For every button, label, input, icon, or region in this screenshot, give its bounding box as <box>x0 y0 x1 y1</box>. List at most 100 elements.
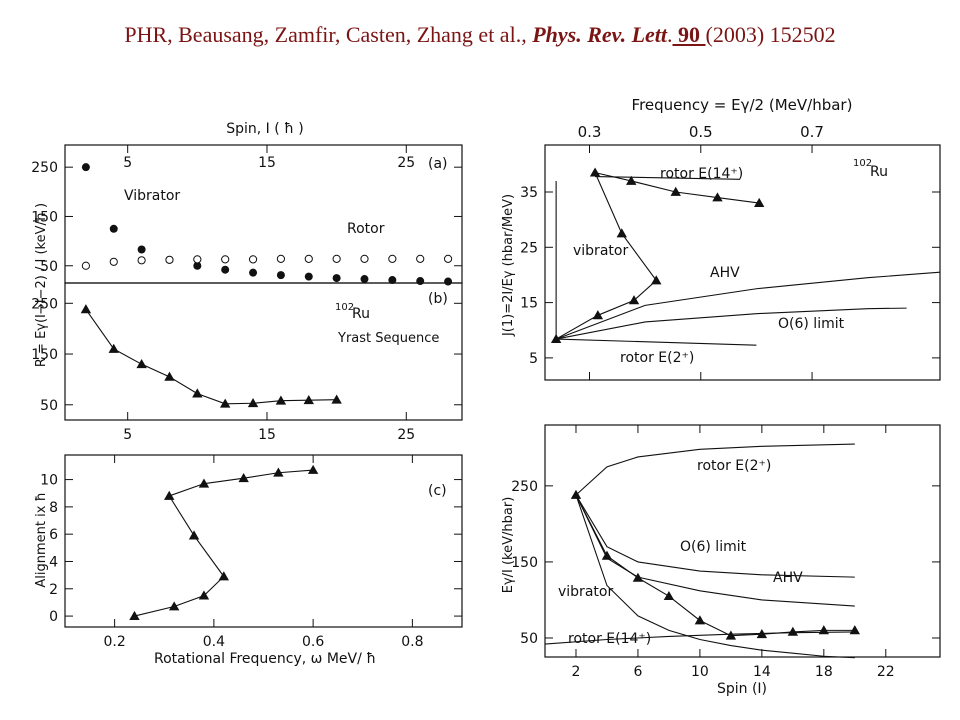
panel-a-point-rotor <box>193 255 202 264</box>
panel-b-ytick-label: 50 <box>40 398 58 414</box>
panel-d-frame <box>544 144 941 381</box>
panel-d-o6-label: O(6) limit <box>778 316 845 332</box>
panel-c-ytick-label: 0 <box>49 609 58 625</box>
panel-e-ahv-label: AHV <box>773 570 803 586</box>
panel-a-point-rotor <box>360 254 369 263</box>
panel-d-point-data <box>592 310 604 320</box>
panel-e-point-data <box>787 626 799 636</box>
panel-e-point-data <box>818 625 830 635</box>
panel-b-frame <box>64 282 463 421</box>
panel-b-point-data <box>192 388 203 398</box>
panel-d-mass-number: 102 <box>853 158 872 169</box>
panel-e-line-vibrator <box>575 494 855 659</box>
panel-d-point-data <box>628 295 640 305</box>
panel-d-point-data <box>616 228 627 238</box>
panel-b-xtick-label: 25 <box>397 427 415 443</box>
panel-e-frame <box>544 424 941 658</box>
citation-authors: PHR, Beausang, Zamfir, Casten, Zhang et … <box>124 22 527 47</box>
panel-e-line-rotor-e-14- <box>544 631 855 645</box>
panel-d-xtick-label: 0.5 <box>689 123 713 141</box>
panel-a-point-vibrator <box>81 163 90 172</box>
panel-a-point-rotor <box>276 254 286 263</box>
panel-c-ytick-label: 6 <box>49 527 58 543</box>
panel-e-ytick-label: 250 <box>511 479 538 495</box>
panel-d-ytick-label: 25 <box>520 240 538 256</box>
panel-c-point-data <box>198 478 210 488</box>
panel-a-point-vibrator <box>193 261 202 270</box>
panel-d-top-axis-label: Frequency = Eγ/2 (MeV/hbar) <box>632 96 853 114</box>
panel-a-point-vibrator <box>444 277 453 286</box>
panel-e-xtick-label: 6 <box>633 664 642 680</box>
panel-b-xtick-label: 5 <box>123 427 132 443</box>
panel-c-xtick-label: 0.6 <box>302 634 324 650</box>
panel-e-xtick-label: 18 <box>815 664 833 680</box>
panel-a-point-vibrator <box>249 268 258 277</box>
panel-d-line-o-6-limit <box>556 307 907 340</box>
panel-c-y-axis-label: Alignment ix ħ <box>34 492 49 587</box>
citation-volume: 90 <box>672 22 706 47</box>
panel-e-point-data <box>725 630 737 640</box>
panel-e-line-ahv <box>575 494 855 607</box>
panel-e-vibrator-label: vibrator <box>558 584 613 600</box>
panel-a-point-vibrator <box>416 277 425 286</box>
panel-a-point-vibrator <box>388 276 397 285</box>
panel-a-rotor-label: Rotor <box>347 221 385 237</box>
panel-a-vibrator-label: Vibrator <box>124 188 180 204</box>
panel-a-xtick-label: 25 <box>397 155 415 171</box>
panel-b-point-data <box>303 395 314 405</box>
panel-e-rotor2-label: rotor E(2⁺) <box>697 458 771 474</box>
panel-a-point-rotor <box>332 254 341 263</box>
panel-d-ytick-label: 15 <box>520 296 538 312</box>
panel-c-point-data <box>164 490 175 500</box>
panel-a-point-vibrator <box>221 265 230 274</box>
panel-a-point-vibrator <box>360 275 369 284</box>
panel-e-xtick-label: 10 <box>691 664 709 680</box>
slide-title: PHR, Beausang, Zamfir, Casten, Zhang et … <box>0 22 960 48</box>
citation-year-page: (2003) 152502 <box>705 22 836 47</box>
panel-a-point-rotor <box>304 254 313 263</box>
panel-b-label: (b) <box>428 291 448 307</box>
panel-b-ytick-label: 250 <box>31 296 58 312</box>
panel-c-point-data <box>129 610 140 620</box>
panel-c-label: (c) <box>428 483 447 499</box>
panel-a-point-vibrator <box>304 272 313 281</box>
panel-c-line-data <box>134 469 314 617</box>
panel-b-xtick-label: 15 <box>258 427 276 443</box>
panel-d-point-data <box>712 192 723 202</box>
panel-a-label: (a) <box>428 156 448 172</box>
panel-e-x-axis-label: Spin (I) <box>717 681 767 697</box>
panel-e-line-rotor-e-2- <box>575 443 855 496</box>
citation-dot: . <box>667 22 673 47</box>
panel-a-point-rotor <box>109 257 118 266</box>
panel-e-point-data <box>694 615 706 625</box>
panel-c-xtick-label: 0.8 <box>401 634 423 650</box>
panel-b-point-data <box>80 304 92 314</box>
panel-c-point-data <box>198 590 210 600</box>
panel-e-y-axis-label: Eγ/I (keV/hbar) <box>501 497 516 594</box>
panel-e-point-data <box>663 590 675 601</box>
panel-b-point-data <box>247 398 259 408</box>
panel-e-point-data <box>849 625 861 635</box>
panel-b-mass-number: 102 <box>335 302 354 313</box>
panel-b-point-data <box>331 394 342 404</box>
panel-d-point-data <box>753 197 765 207</box>
panel-d-vibrator-label: vibrator <box>573 243 628 259</box>
panel-d-point-data <box>651 275 662 285</box>
panel-b-ytick-label: 150 <box>31 347 58 363</box>
panel-c-point-data <box>218 571 229 581</box>
panel-b-line-data <box>85 309 337 405</box>
panel-ab-y-axis-label: R = Eγ(I→I−2) / I (keV/ħ ) <box>34 203 49 367</box>
panel-c-ytick-label: 2 <box>49 582 58 598</box>
panel-d-point-data <box>626 175 637 185</box>
panel-a-point-rotor <box>248 255 258 264</box>
panel-d-rotor2-label: rotor E(2⁺) <box>620 350 694 366</box>
panel-a-point-rotor <box>165 255 174 264</box>
panel-a-ytick-label: 50 <box>40 259 58 275</box>
panel-c-ytick-label: 8 <box>49 500 58 516</box>
panel-a-point-vibrator <box>109 224 118 233</box>
panel-e-line-o-6-limit <box>575 494 855 578</box>
panel-e-o6-label: O(6) limit <box>680 539 747 555</box>
panel-e-xtick-label: 2 <box>572 664 581 680</box>
